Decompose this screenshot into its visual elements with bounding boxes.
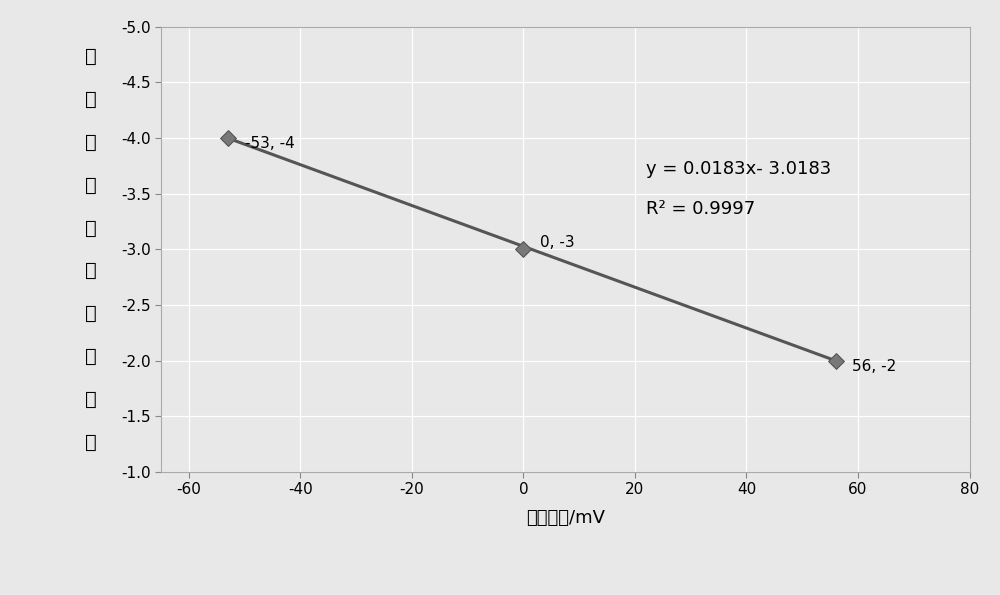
Text: 标: 标 [85,218,97,237]
Text: 碳: 碳 [85,176,97,195]
Text: 化: 化 [85,133,97,152]
Text: 二: 二 [85,47,97,66]
Text: R² = 0.9997: R² = 0.9997 [646,201,755,218]
Text: 浓: 浓 [85,304,97,323]
X-axis label: 电极电位/mV: 电极电位/mV [526,509,605,527]
Text: -53, -4: -53, -4 [245,136,294,151]
Text: 对: 对 [85,390,97,409]
Text: 0, -3: 0, -3 [540,235,575,250]
Point [828,356,844,365]
Text: 数: 数 [85,433,97,452]
Point [220,133,236,143]
Text: 液: 液 [85,261,97,280]
Point [515,245,531,254]
Text: y = 0.0183x- 3.0183: y = 0.0183x- 3.0183 [646,160,831,178]
Text: 56, -2: 56, -2 [852,359,897,374]
Text: 氧: 氧 [85,90,97,109]
Text: 度: 度 [85,347,97,366]
